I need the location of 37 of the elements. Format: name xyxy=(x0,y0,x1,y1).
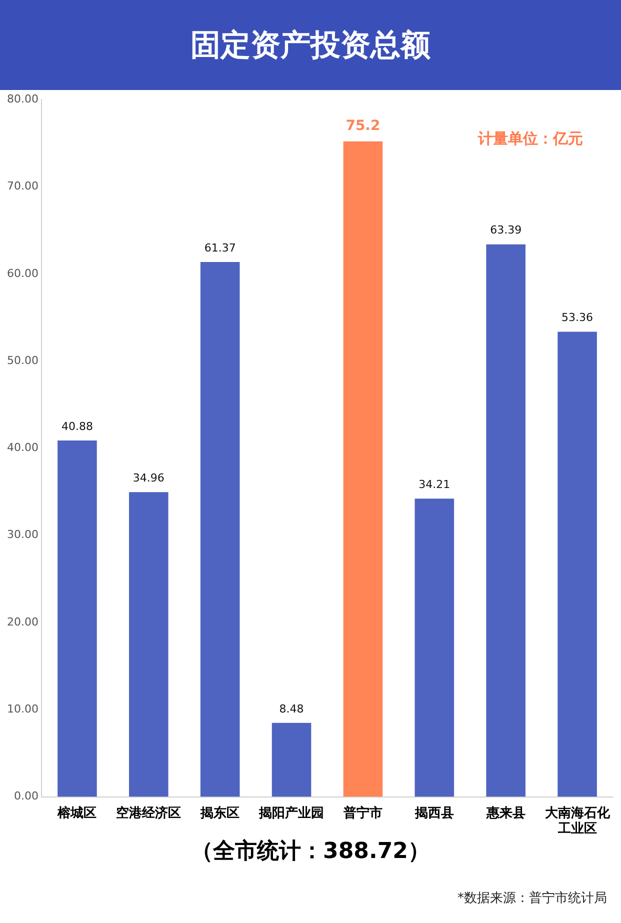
y-tick-label: 60.00 xyxy=(6,266,38,280)
bar xyxy=(58,440,97,797)
bar xyxy=(272,722,312,797)
x-tick-label: 揭西县 xyxy=(414,806,454,821)
data-label: 34.21 xyxy=(418,478,450,492)
text: *数据来源：普宁市统计局 xyxy=(458,890,607,907)
x-tick-label: 空港经济区 xyxy=(116,804,182,821)
text: （全市统计：388.72） xyxy=(190,838,431,866)
x-tick-label: 榕城区 xyxy=(56,804,97,821)
y-tick-label: 70.00 xyxy=(6,180,38,193)
bar xyxy=(200,262,240,797)
x-tick-label: 揭阳产业园 xyxy=(258,804,324,821)
x-tick-label: 普宁市 xyxy=(342,804,382,821)
y-tick-label: 20.00 xyxy=(6,615,38,628)
y-tick-label: 10.00 xyxy=(6,702,38,716)
data-label: 63.39 xyxy=(490,224,522,237)
chart-title: 固定资产投资总额 xyxy=(0,0,621,90)
data-label: 61.37 xyxy=(204,241,236,254)
bar xyxy=(486,244,526,797)
y-tick-label: 50.00 xyxy=(6,354,38,367)
bar xyxy=(414,498,454,797)
bar xyxy=(129,492,168,797)
y-tick-label: 30.00 xyxy=(6,528,38,542)
data-label: 75.2 xyxy=(346,118,380,134)
bar xyxy=(558,332,597,797)
x-tick-label: 大南海石化工业区 xyxy=(544,806,611,837)
x-tick-label: 揭东区 xyxy=(200,804,240,821)
data-label: 53.36 xyxy=(562,311,594,324)
y-tick-label: 40.00 xyxy=(6,441,38,454)
data-label: 34.96 xyxy=(132,471,164,484)
x-tick-label: 惠来县 xyxy=(485,804,526,821)
data-label: 40.88 xyxy=(61,420,93,433)
data-label: 8.48 xyxy=(279,702,304,716)
y-tick-label: 0.00 xyxy=(14,790,38,803)
bar xyxy=(343,141,383,797)
y-tick-label: 80.00 xyxy=(6,92,38,106)
annotation: 计量单位：亿元 xyxy=(477,129,583,148)
